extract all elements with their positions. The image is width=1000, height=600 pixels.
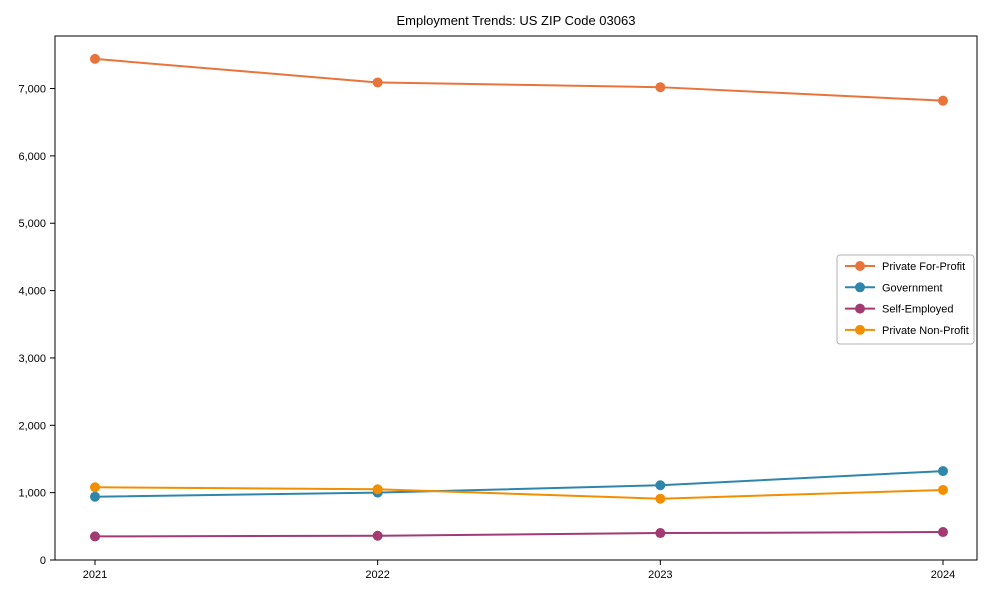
legend-box	[836, 254, 975, 345]
y-axis-tick-label: 7,000	[18, 84, 46, 96]
series-marker-private-non-profit	[90, 482, 100, 493]
x-axis-tick-label: 2021	[83, 569, 107, 581]
series-marker-private-non-profit	[372, 484, 383, 495]
legend-label-government: Government	[882, 282, 943, 294]
series-marker-private-non-profit	[655, 493, 666, 504]
chart-title: Employment Trends: US ZIP Code 03063	[396, 13, 636, 28]
legend-label-self-employed: Self-Employed	[882, 304, 954, 316]
series-line-government	[94, 470, 944, 498]
series-marker-self-employed	[655, 528, 666, 539]
series-line-private-non-profit	[94, 486, 944, 500]
series-marker-self-employed	[372, 530, 383, 541]
x-axis-tick-label: 2022	[365, 569, 389, 581]
x-axis-tick-label: 2024	[931, 569, 955, 581]
y-axis-tick-label: 4,000	[18, 286, 46, 298]
plot-frame	[54, 35, 978, 561]
series-line-self-employed	[94, 531, 944, 538]
series-marker-government	[90, 491, 100, 502]
series-marker-self-employed	[90, 531, 100, 542]
legend-swatch-marker-private-non-profit	[855, 324, 865, 335]
y-axis-tick-label: 0	[40, 555, 46, 567]
series-marker-private-for-profit	[655, 82, 666, 93]
legend-swatch-marker-private-for-profit	[855, 261, 865, 271]
legend-swatch-marker-self-employed	[855, 303, 865, 314]
y-axis-tick-label: 6,000	[18, 151, 46, 163]
series-marker-private-for-profit	[938, 95, 948, 106]
series-marker-government	[938, 466, 948, 477]
y-axis-tick-label: 2,000	[18, 420, 46, 432]
series-marker-government	[655, 480, 666, 491]
legend-label-private-for-profit: Private For-Profit	[882, 261, 965, 273]
legend-label-private-non-profit: Private Non-Profit	[882, 325, 969, 337]
series-marker-private-for-profit	[90, 53, 100, 64]
y-axis-tick-label: 3,000	[18, 353, 46, 365]
series-marker-private-for-profit	[372, 77, 383, 88]
series-marker-private-non-profit	[938, 484, 948, 495]
y-axis-tick-label: 1,000	[18, 488, 46, 500]
series-line-private-for-profit	[94, 57, 944, 102]
x-axis-tick-label: 2023	[648, 569, 672, 581]
series-marker-self-employed	[938, 527, 948, 538]
legend-swatch-marker-government	[855, 282, 865, 293]
y-axis-tick-label: 5,000	[18, 218, 46, 230]
